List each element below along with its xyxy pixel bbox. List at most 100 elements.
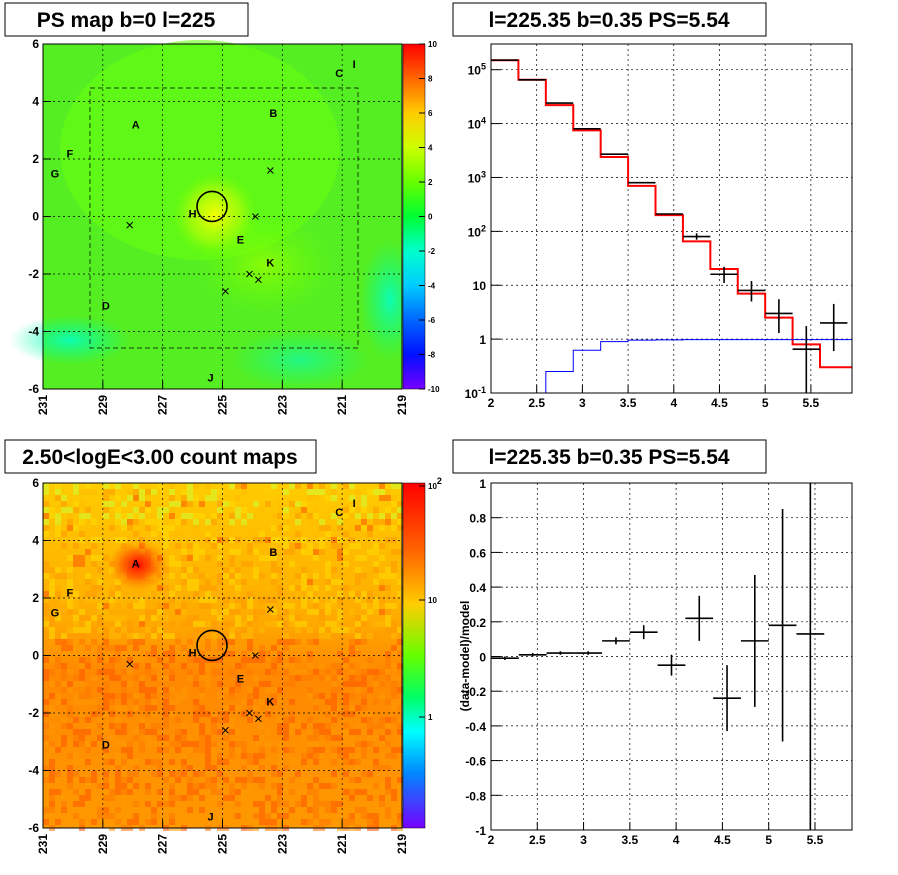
residual-series (491, 483, 825, 830)
x-tick-label: 219 (395, 834, 409, 854)
count-pixel (163, 633, 169, 639)
count-pixel (169, 525, 175, 531)
count-pixel (313, 609, 319, 615)
source-label: D (102, 301, 110, 313)
count-pixel (199, 741, 205, 747)
count-pixel (55, 657, 61, 663)
x-tick-label: 229 (96, 834, 110, 854)
count-pixel (301, 585, 307, 591)
count-pixel (349, 675, 355, 681)
count-pixel (331, 747, 337, 753)
count-pixel (313, 729, 319, 735)
count-pixel (43, 591, 49, 597)
count-pixel (109, 501, 115, 507)
count-pixel (157, 609, 163, 615)
count-pixel (217, 789, 223, 795)
residual-title-box (452, 439, 767, 474)
count-pixel (181, 819, 187, 825)
count-pixel (289, 807, 295, 813)
count-pixel (391, 663, 397, 669)
count-pixel (331, 729, 337, 735)
count-pixel (331, 483, 337, 489)
count-pixel (283, 663, 289, 669)
count-pixel (259, 765, 265, 771)
count-pixel (175, 597, 181, 603)
count-pixel (307, 651, 313, 657)
count-pixel (397, 651, 403, 657)
cross-marker (126, 660, 134, 668)
count-pixel (277, 585, 283, 591)
count-pixel (211, 669, 217, 675)
count-pixel (349, 537, 355, 543)
cross-marker (267, 606, 274, 613)
count-pixel (361, 513, 367, 519)
count-pixel (355, 489, 361, 495)
count-pixel (319, 567, 325, 573)
count-pixel (379, 693, 385, 699)
y-tick-label: 0 (479, 651, 486, 665)
count-pixel (133, 513, 139, 519)
count-pixel (193, 615, 199, 621)
count-pixel (109, 591, 115, 597)
count-pixel (277, 687, 283, 693)
count-pixel (49, 741, 55, 747)
count-pixel (181, 495, 187, 501)
count-pixel (151, 651, 157, 657)
count-pixel (181, 549, 187, 555)
count-pixel (151, 813, 157, 819)
count-pixel (199, 585, 205, 591)
count-pixel (229, 669, 235, 675)
count-pixel (73, 627, 79, 633)
count-pixel (97, 813, 103, 819)
count-pixel (253, 765, 259, 771)
count-pixel (67, 525, 73, 531)
count-pixel (307, 645, 313, 651)
count-pixel (307, 597, 313, 603)
count-pixel (199, 771, 205, 777)
count-pixel (361, 693, 367, 699)
count-pixel (193, 819, 199, 825)
count-pixel (139, 675, 145, 681)
count-pixel (49, 567, 55, 573)
count-pixel (235, 549, 241, 555)
count-pixel (73, 759, 79, 765)
count-pixel (277, 591, 283, 597)
count-pixel (193, 717, 199, 723)
count-pixel (331, 663, 337, 669)
count-pixel (205, 681, 211, 687)
count-pixel (157, 627, 163, 633)
count-pixel (85, 663, 91, 669)
count-pixel (151, 633, 157, 639)
count-pixel (277, 801, 283, 807)
count-pixel (103, 585, 109, 591)
count-pixel (175, 633, 181, 639)
count-pixel (361, 615, 367, 621)
count-pixel (127, 777, 133, 783)
count-pixel (199, 651, 205, 657)
count-pixel (211, 537, 217, 543)
count-pixel (61, 639, 67, 645)
count-pixel (313, 567, 319, 573)
count-pixel (379, 717, 385, 723)
count-pixel (73, 555, 79, 561)
count-pixel (319, 537, 325, 543)
count-pixel (241, 639, 247, 645)
count-pixel (43, 513, 49, 519)
count-pixel (385, 723, 391, 729)
count-pixel (217, 639, 223, 645)
count-pixel (223, 561, 229, 567)
count-pixel (73, 651, 79, 657)
count-pixel (205, 675, 211, 681)
count-pixel (259, 807, 265, 813)
count-pixel (295, 591, 301, 597)
count-pixel (205, 777, 211, 783)
count-pixel (85, 813, 91, 819)
count-pixel (187, 543, 193, 549)
count-pixel (265, 543, 271, 549)
count-pixel (133, 675, 139, 681)
count-pixel (97, 585, 103, 591)
count-pixel (259, 699, 265, 705)
count-pixel (265, 741, 271, 747)
cross-marker (222, 287, 229, 295)
